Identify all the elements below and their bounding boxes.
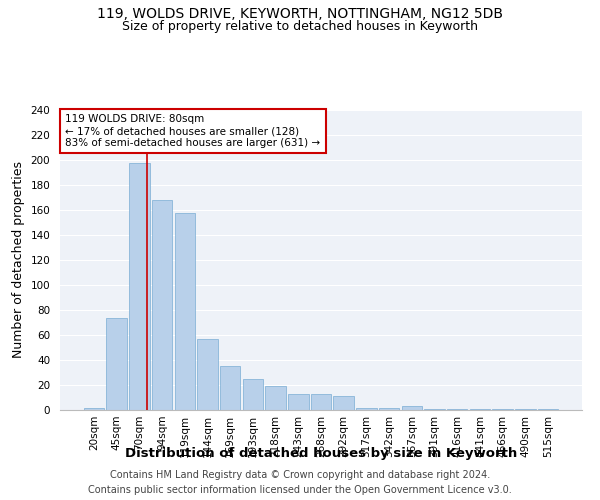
Bar [152,200,172,410]
Bar [288,394,308,410]
Text: 119 WOLDS DRIVE: 80sqm
← 17% of detached houses are smaller (128)
83% of semi-de: 119 WOLDS DRIVE: 80sqm ← 17% of detached… [65,114,320,148]
Bar [447,409,467,410]
Bar [334,396,354,410]
Text: Contains HM Land Registry data © Crown copyright and database right 2024.
Contai: Contains HM Land Registry data © Crown c… [88,470,512,495]
Bar [356,408,377,410]
Bar [175,212,195,410]
Bar [265,386,286,410]
Bar [242,379,263,410]
Bar [515,409,536,410]
Y-axis label: Number of detached properties: Number of detached properties [12,162,25,358]
Text: 119, WOLDS DRIVE, KEYWORTH, NOTTINGHAM, NG12 5DB: 119, WOLDS DRIVE, KEYWORTH, NOTTINGHAM, … [97,8,503,22]
Bar [311,394,331,410]
Bar [493,409,513,410]
Bar [424,409,445,410]
Bar [84,408,104,410]
Bar [470,409,490,410]
Bar [106,318,127,410]
Text: Distribution of detached houses by size in Keyworth: Distribution of detached houses by size … [125,448,517,460]
Bar [379,408,400,410]
Bar [129,162,149,410]
Bar [538,409,558,410]
Text: Size of property relative to detached houses in Keyworth: Size of property relative to detached ho… [122,20,478,33]
Bar [197,339,218,410]
Bar [220,366,241,410]
Bar [401,406,422,410]
